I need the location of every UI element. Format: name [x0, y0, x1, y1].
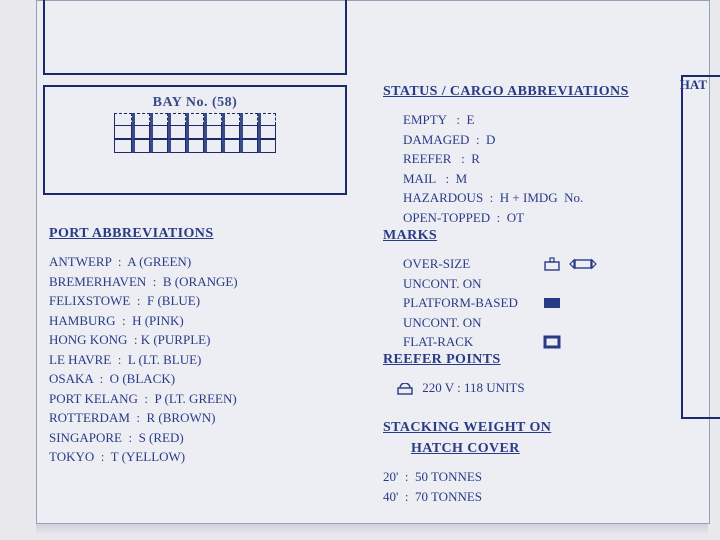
right-cutoff-frame	[681, 75, 720, 419]
bay-row	[114, 139, 276, 153]
stacking-heading-2: HATCH COVER	[383, 438, 643, 459]
bay-cell	[222, 113, 240, 125]
bay-cell	[132, 125, 150, 139]
stacking-heading-1: STACKING WEIGHT ON	[383, 417, 643, 438]
marks-list: OVER-SIZEUNCONT. ONPLATFORM-BASEDUNCONT.…	[383, 254, 613, 352]
bay-cell	[150, 139, 168, 153]
status-item: MAIL : M	[403, 169, 643, 189]
bay-cell	[114, 139, 132, 153]
bay-cell	[186, 113, 204, 125]
marks-icons	[543, 257, 613, 271]
right-cutoff-label: HAT	[680, 77, 707, 93]
port-abbr-heading: PORT ABBREVIATIONS	[49, 223, 349, 244]
reefer-heading: REEFER POINTS	[383, 349, 633, 370]
filled-rect-icon	[543, 297, 561, 309]
port-abbr-item: HONG KONG : K (PURPLE)	[49, 330, 349, 350]
bay-cell	[150, 113, 168, 125]
bay-cell	[258, 113, 276, 125]
port-abbr-item: TOKYO : T (YELLOW)	[49, 447, 349, 467]
reefer-text: 220 V : 118 UNITS	[422, 380, 524, 395]
marks-label: PLATFORM-BASED	[403, 293, 535, 313]
marks-row: UNCONT. ON	[403, 313, 613, 333]
status-item: REEFER : R	[403, 149, 643, 169]
port-abbr-item: FELIXSTOWE : F (BLUE)	[49, 291, 349, 311]
marks-label: OVER-SIZE	[403, 254, 535, 274]
marks-icons	[543, 297, 613, 309]
bay-row	[114, 113, 276, 125]
marks-icons	[543, 335, 613, 349]
marks-row: UNCONT. ON	[403, 274, 613, 294]
bay-cell	[258, 139, 276, 153]
bay-cell	[240, 113, 258, 125]
scan-shadow	[36, 524, 708, 534]
bay-row	[114, 125, 276, 139]
reefer-section: REEFER POINTS 220 V : 118 UNITS	[383, 349, 633, 398]
bay-cell	[168, 139, 186, 153]
marks-label: UNCONT. ON	[403, 313, 535, 333]
status-list: EMPTY : EDAMAGED : DREEFER : RMAIL : MHA…	[383, 110, 643, 227]
port-abbr-item: SINGAPORE : S (RED)	[49, 428, 349, 448]
oversize-top-icon	[543, 257, 561, 271]
bay-cell	[114, 113, 132, 125]
bay-cell	[204, 113, 222, 125]
port-abbr-list: ANTWERP : A (GREEN)BREMERHAVEN : B (ORAN…	[49, 252, 349, 467]
status-heading: STATUS / CARGO ABBREVIATIONS	[383, 81, 643, 102]
status-cargo: STATUS / CARGO ABBREVIATIONS EMPTY : EDA…	[383, 81, 643, 227]
thick-outline-rect-icon	[543, 335, 561, 349]
bay-cell	[204, 125, 222, 139]
marks-row: PLATFORM-BASED	[403, 293, 613, 313]
oversize-side-icon	[569, 257, 597, 271]
bay-cell	[240, 125, 258, 139]
marks-row: OVER-SIZE	[403, 254, 613, 274]
port-abbreviations: PORT ABBREVIATIONS ANTWERP : A (GREEN)BR…	[49, 223, 349, 467]
reefer-line: 220 V : 118 UNITS	[383, 378, 633, 398]
port-abbr-item: HAMBURG : H (PINK)	[49, 311, 349, 331]
bay-cell	[186, 139, 204, 153]
marks-section: MARKS OVER-SIZEUNCONT. ONPLATFORM-BASEDU…	[383, 225, 613, 352]
marks-label: UNCONT. ON	[403, 274, 535, 294]
document-sheet: BAY No. (58) PORT ABBREVIATIONS ANTWERP …	[36, 0, 710, 524]
bay-cell	[222, 125, 240, 139]
bay-cell	[132, 139, 150, 153]
port-abbr-item: BREMERHAVEN : B (ORANGE)	[49, 272, 349, 292]
stacking-list: 20' : 50 TONNES40' : 70 TONNES	[383, 467, 643, 506]
stacking-section: STACKING WEIGHT ON HATCH COVER 20' : 50 …	[383, 417, 643, 506]
bay-cell	[168, 125, 186, 139]
port-abbr-item: PORT KELANG : P (LT. GREEN)	[49, 389, 349, 409]
bay-cell	[240, 139, 258, 153]
bay-cell	[186, 125, 204, 139]
status-item: EMPTY : E	[403, 110, 643, 130]
bay-title: BAY No. (58)	[45, 95, 345, 111]
bay-box: BAY No. (58)	[43, 85, 347, 195]
socket-icon	[397, 383, 413, 395]
bay-grid	[45, 113, 345, 158]
marks-heading: MARKS	[383, 225, 613, 246]
bay-cell	[150, 125, 168, 139]
status-item: HAZARDOUS : H + IMDG No.	[403, 188, 643, 208]
stacking-row: 20' : 50 TONNES	[383, 467, 643, 487]
bay-cell	[222, 139, 240, 153]
bay-cell	[114, 125, 132, 139]
status-item: DAMAGED : D	[403, 130, 643, 150]
stacking-row: 40' : 70 TONNES	[383, 487, 643, 507]
bay-cell	[258, 125, 276, 139]
port-abbr-item: ROTTERDAM : R (BROWN)	[49, 408, 349, 428]
port-abbr-item: OSAKA : O (BLACK)	[49, 369, 349, 389]
bay-cell	[132, 113, 150, 125]
port-abbr-item: LE HAVRE : L (LT. BLUE)	[49, 350, 349, 370]
bay-cell	[168, 113, 186, 125]
bay-cell	[204, 139, 222, 153]
port-abbr-item: ANTWERP : A (GREEN)	[49, 252, 349, 272]
top-cutoff-box	[43, 0, 347, 75]
